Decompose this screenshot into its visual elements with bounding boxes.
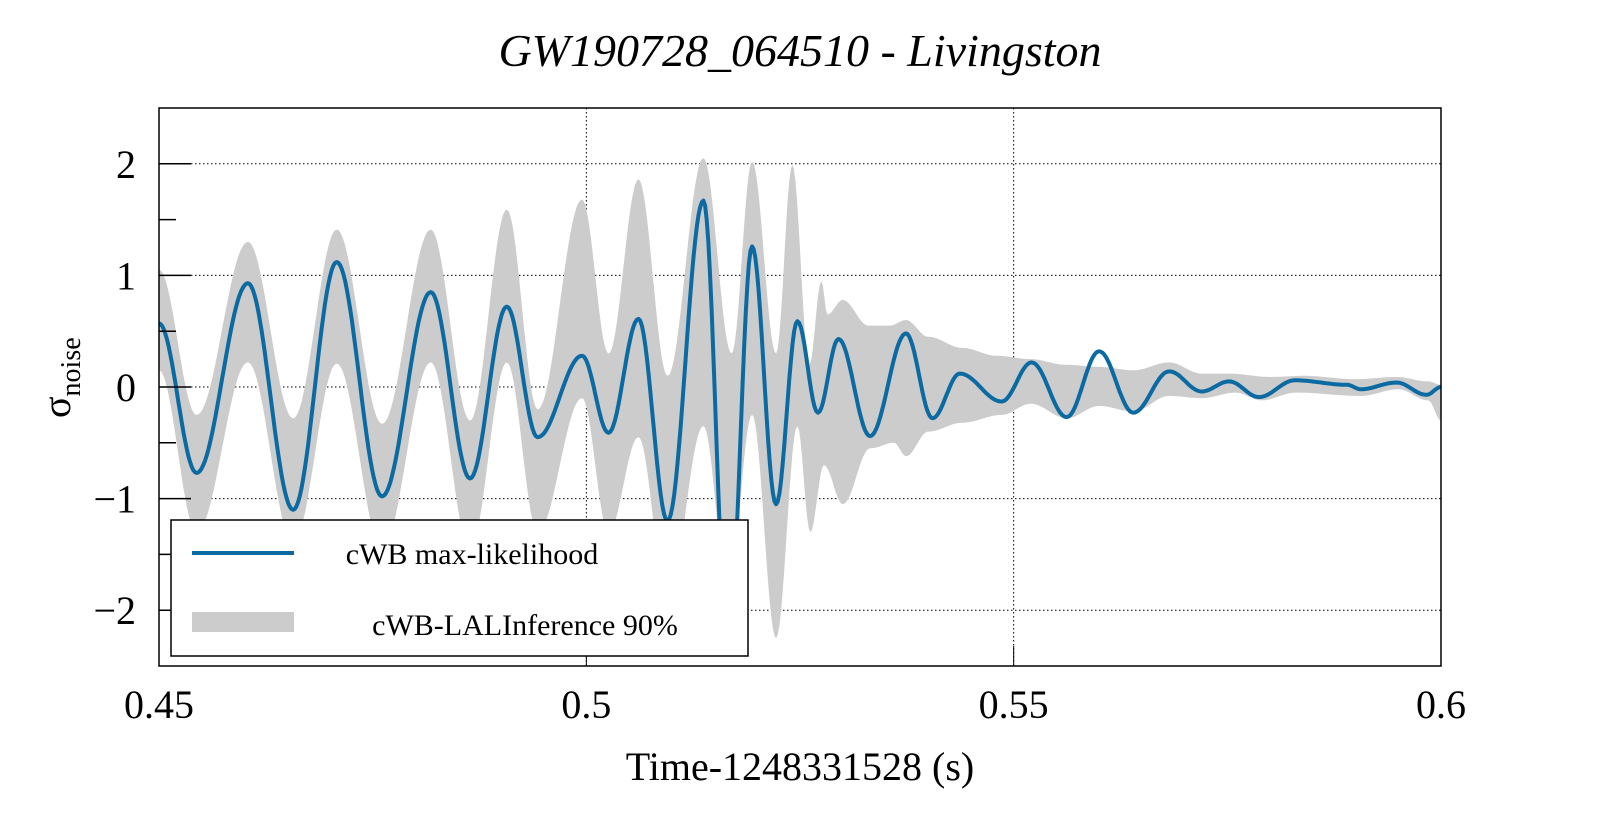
x-tick-label: 0.5 — [561, 682, 611, 727]
legend-box — [170, 519, 749, 657]
legend-band-swatch — [192, 612, 294, 632]
confidence-band-layer — [159, 158, 1441, 639]
y-tick-label: −2 — [93, 588, 136, 633]
y-tick-label: 0 — [116, 365, 136, 410]
legend-label-max-likelihood: cWB max-likelihood — [346, 538, 598, 571]
confidence-band-area — [159, 158, 1441, 639]
series-line-max-likelihood — [158, 198, 1442, 646]
y-tick-label: −1 — [93, 477, 136, 522]
x-tick-label: 0.6 — [1416, 682, 1466, 727]
y-axis-label-subscript: noise — [56, 337, 87, 396]
svg-text:σnoise: σnoise — [34, 337, 87, 418]
chart-title: GW190728_064510 - Livingston — [498, 25, 1101, 76]
y-tick-label: 1 — [116, 253, 136, 298]
y-axis-label-symbol: σ — [34, 396, 79, 418]
x-tick-label: 0.45 — [124, 682, 194, 727]
series-layer — [158, 198, 1442, 646]
x-axis-label: Time-1248331528 (s) — [626, 744, 975, 789]
y-axis-label: σnoise — [34, 337, 87, 418]
tick-labels: 0.45 0.5 0.55 0.6 2 1 0 −1 −2 — [93, 142, 1466, 727]
legend: cWB max-likelihood cWB-LALInference 90% — [170, 519, 749, 657]
legend-label-confidence-band: cWB-LALInference 90% — [372, 609, 678, 642]
y-tick-label: 2 — [116, 142, 136, 187]
x-tick-label: 0.55 — [979, 682, 1049, 727]
